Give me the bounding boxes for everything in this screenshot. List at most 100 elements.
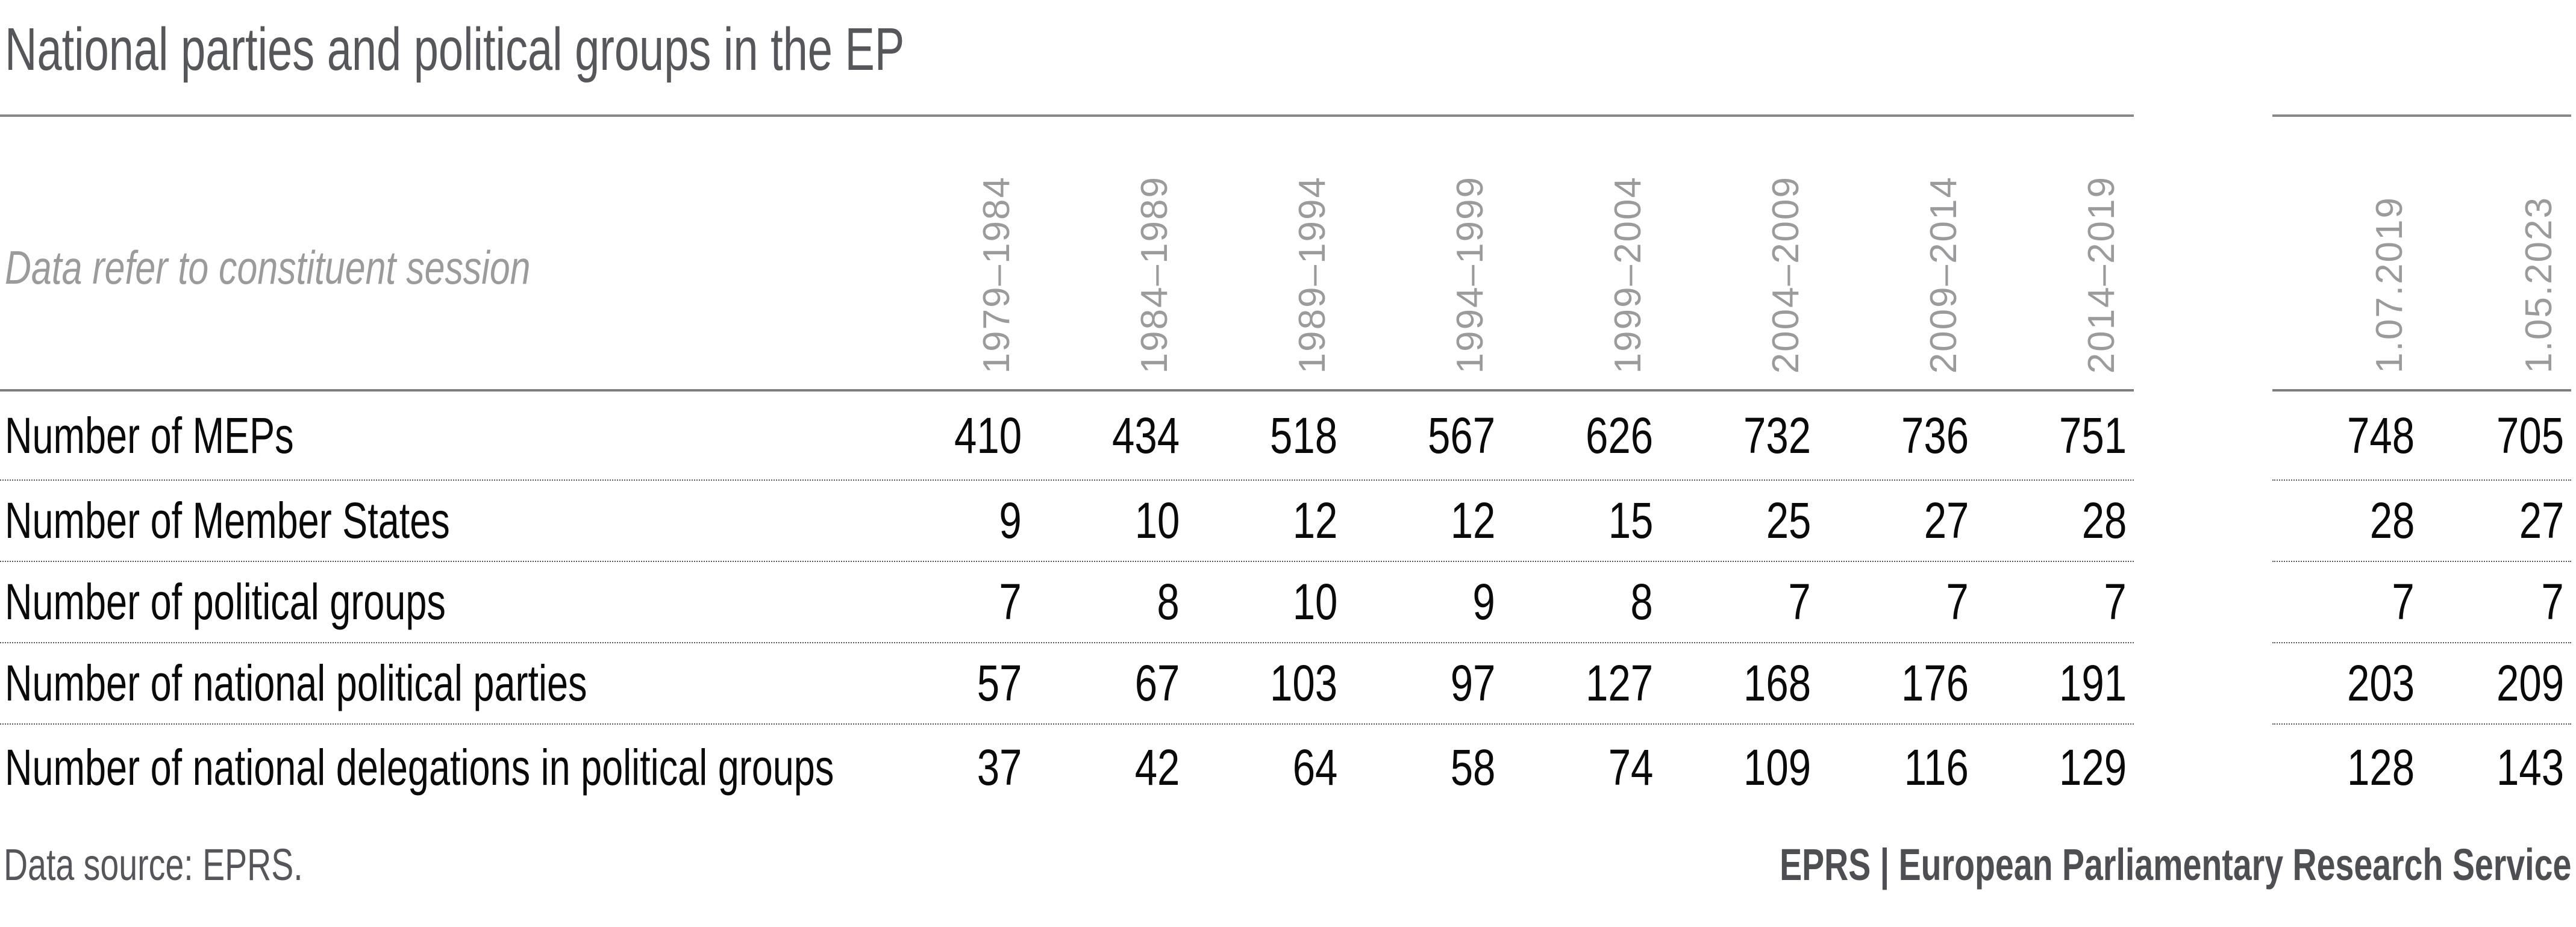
panel-gap (2134, 392, 2272, 481)
table-row: Number of political groups 7 8 10 9 8 7 … (0, 562, 2571, 643)
row-label: Number of political groups (5, 573, 446, 630)
value: 128 (2346, 738, 2415, 796)
column-header-1999-2004: 1999–2004 (1502, 117, 1660, 389)
column-header-1994-1999: 1994–1999 (1345, 117, 1502, 389)
value-cell: 203 (2272, 643, 2422, 723)
value: 103 (1269, 655, 1337, 711)
value: 748 (2346, 407, 2415, 464)
panel-gap (2134, 725, 2272, 810)
row-main-panel: Number of MEPs 410 434 518 567 626 732 7… (0, 392, 2134, 481)
row-label-cell: Number of MEPs (0, 392, 871, 479)
value-cell: 64 (1187, 725, 1345, 810)
column-header-label: 2014–2019 (2080, 175, 2122, 373)
value-cell: 7 (2422, 562, 2571, 642)
value: 37 (977, 738, 1022, 796)
row-main-panel: Number of national delegations in politi… (0, 725, 2134, 810)
value: 518 (1269, 407, 1337, 464)
row-label-cell: Number of national political parties (0, 643, 871, 723)
value: 116 (1904, 738, 1969, 796)
value: 27 (1924, 492, 1969, 549)
value-cell: 27 (2422, 481, 2571, 561)
column-header-label: 1.05.2023 (2518, 196, 2560, 373)
value-cell: 168 (1660, 643, 1818, 723)
value-cell: 28 (1976, 481, 2134, 561)
value-cell: 103 (1187, 643, 1345, 723)
row-label: Number of national delegations in politi… (5, 738, 834, 796)
value: 12 (1292, 492, 1337, 549)
value-cell: 116 (1818, 725, 1976, 810)
value-cell: 67 (1029, 643, 1187, 723)
top-rule-right (2272, 114, 2571, 117)
value-cell: 74 (1502, 725, 1660, 810)
value-cell: 751 (1976, 392, 2134, 479)
row-right-panel: 203 209 (2272, 643, 2571, 725)
value: 42 (1134, 738, 1180, 796)
value: 15 (1608, 492, 1653, 549)
value-cell: 42 (1029, 725, 1187, 810)
value-cell: 434 (1029, 392, 1187, 479)
row-right-panel: 128 143 (2272, 725, 2571, 810)
value: 7 (2392, 573, 2415, 630)
table-subtitle: Data refer to constituent session (5, 241, 531, 294)
value: 626 (1585, 407, 1653, 464)
value-cell: 10 (1029, 481, 1187, 561)
value: 7 (999, 573, 1022, 630)
column-header-label: 1989–1994 (1291, 175, 1333, 373)
value: 28 (2369, 492, 2415, 549)
column-header-2009-2014: 2009–2014 (1818, 117, 1976, 389)
value-cell: 10 (1187, 562, 1345, 642)
column-header-2004-2009: 2004–2009 (1660, 117, 1818, 389)
value: 97 (1450, 655, 1495, 711)
column-header-label: 2009–2014 (1922, 175, 1965, 373)
value: 58 (1450, 738, 1495, 796)
panel-gap (2134, 643, 2272, 725)
column-header-label: 1.07.2019 (2368, 196, 2410, 373)
header-main-panel: Data refer to constituent session 1979–1… (0, 117, 2134, 392)
value-cell: 176 (1818, 643, 1976, 723)
value: 28 (2081, 492, 2127, 549)
value-cell: 518 (1187, 392, 1345, 479)
value: 64 (1292, 738, 1337, 796)
value-cell: 7 (871, 562, 1029, 642)
column-header-1984-1989: 1984–1989 (1029, 117, 1187, 389)
value-cell: 7 (1660, 562, 1818, 642)
value: 8 (1157, 573, 1180, 630)
value-cell: 97 (1345, 643, 1502, 723)
value-cell: 9 (871, 481, 1029, 561)
value-cell: 12 (1187, 481, 1345, 561)
value: 191 (2059, 655, 2127, 711)
panel-gap (2134, 481, 2272, 562)
value: 25 (1766, 492, 1811, 549)
value: 168 (1743, 655, 1811, 711)
value: 67 (1134, 655, 1180, 711)
row-main-panel: Number of national political parties 57 … (0, 643, 2134, 725)
value-cell: 748 (2272, 392, 2422, 479)
value-cell: 15 (1502, 481, 1660, 561)
value: 176 (1901, 655, 1969, 711)
value: 705 (2496, 407, 2564, 464)
value: 7 (1788, 573, 1811, 630)
value-cell: 209 (2422, 643, 2571, 723)
value: 7 (1946, 573, 1969, 630)
row-right-panel: 7 7 (2272, 562, 2571, 643)
value-cell: 567 (1345, 392, 1502, 479)
value: 7 (2541, 573, 2564, 630)
column-header-label: 1999–2004 (1607, 175, 1649, 373)
value-cell: 7 (1976, 562, 2134, 642)
value-cell: 8 (1029, 562, 1187, 642)
row-main-panel: Number of Member States 9 10 12 12 15 25… (0, 481, 2134, 562)
value-cell: 8 (1502, 562, 1660, 642)
value: 12 (1450, 492, 1495, 549)
value: 9 (1472, 573, 1495, 630)
column-header-1-07-2019: 1.07.2019 (2272, 117, 2422, 389)
value: 410 (954, 407, 1022, 464)
column-header-label: 2004–2009 (1765, 175, 1807, 373)
top-rule-main (0, 114, 2134, 117)
value-cell: 57 (871, 643, 1029, 723)
row-label-cell: Number of Member States (0, 481, 871, 561)
value: 203 (2346, 655, 2415, 711)
value-cell: 9 (1345, 562, 1502, 642)
value-cell: 732 (1660, 392, 1818, 479)
row-main-panel: Number of political groups 7 8 10 9 8 7 … (0, 562, 2134, 643)
value: 127 (1585, 655, 1653, 711)
